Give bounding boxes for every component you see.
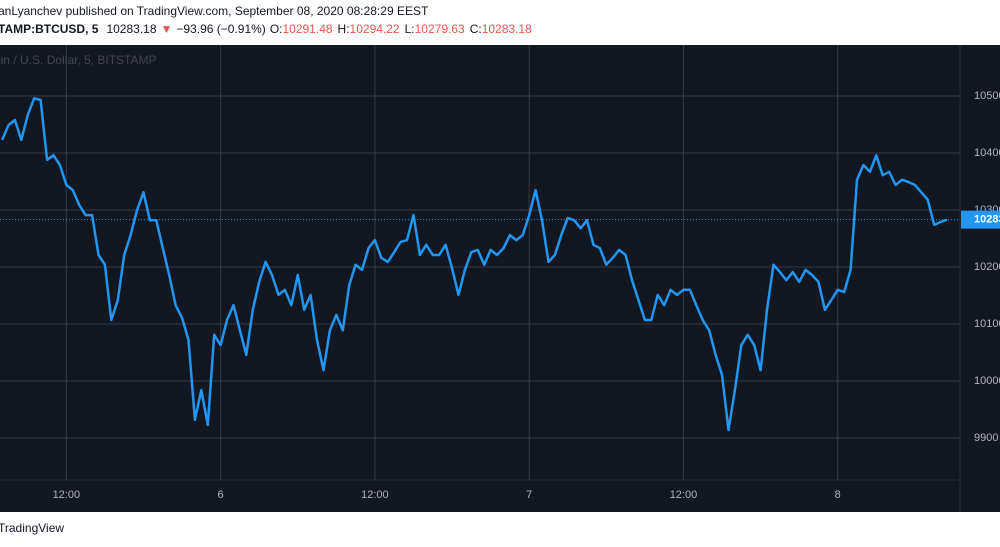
footer: TradingView <box>0 521 64 535</box>
publisher-line: anLyanchev published on TradingView.com,… <box>0 4 429 18</box>
ohlc-label: H: <box>338 22 350 36</box>
x-tick-label: 12:00 <box>670 489 698 501</box>
ohlc-value: 10279.63 <box>415 22 465 36</box>
y-tick-label: 10400 <box>974 147 1000 159</box>
x-tick-label: 12:00 <box>361 489 389 501</box>
last-price-label: 10283 <box>974 213 1000 225</box>
ohlc-value: 10283.18 <box>482 22 532 36</box>
plot <box>0 97 960 432</box>
ohlc-label: L: <box>405 22 415 36</box>
last-price-marker <box>961 210 1000 229</box>
ohlc-label: C: <box>470 22 482 36</box>
axes: 990010000101001020010300104001050012:006… <box>53 90 1000 501</box>
footer-background <box>0 512 1000 547</box>
chart-background <box>0 45 1000 512</box>
ohlc-label: O: <box>270 22 283 36</box>
x-tick-label: 8 <box>835 489 841 501</box>
y-tick-label: 10000 <box>974 375 1000 387</box>
price-line <box>0 97 948 432</box>
y-tick-label: 10100 <box>974 318 1000 330</box>
ohlc-value: 10294.22 <box>350 22 400 36</box>
y-tick-label: 9900 <box>974 432 998 444</box>
last-price: 10283.18 <box>106 22 156 36</box>
y-tick-label: 10500 <box>974 90 1000 102</box>
x-tick-label: 7 <box>526 489 532 501</box>
y-tick-label: 10200 <box>974 261 1000 273</box>
symbol: TAMP:BTCUSD, 5 <box>0 22 99 36</box>
ohlc-value: 10291.48 <box>282 22 332 36</box>
change: −93.96 (−0.91%) <box>176 22 265 36</box>
x-tick-label: 6 <box>218 489 224 501</box>
grid <box>0 45 960 480</box>
watermark: oin / U.S. Dollar, 5, BITSTAMP <box>0 53 157 67</box>
change-arrow: ▼ <box>161 22 173 36</box>
x-tick-label: 12:00 <box>53 489 81 501</box>
symbol-line: TAMP:BTCUSD, 5 10283.18 ▼ −93.96 (−0.91%) O… <box>0 22 532 36</box>
